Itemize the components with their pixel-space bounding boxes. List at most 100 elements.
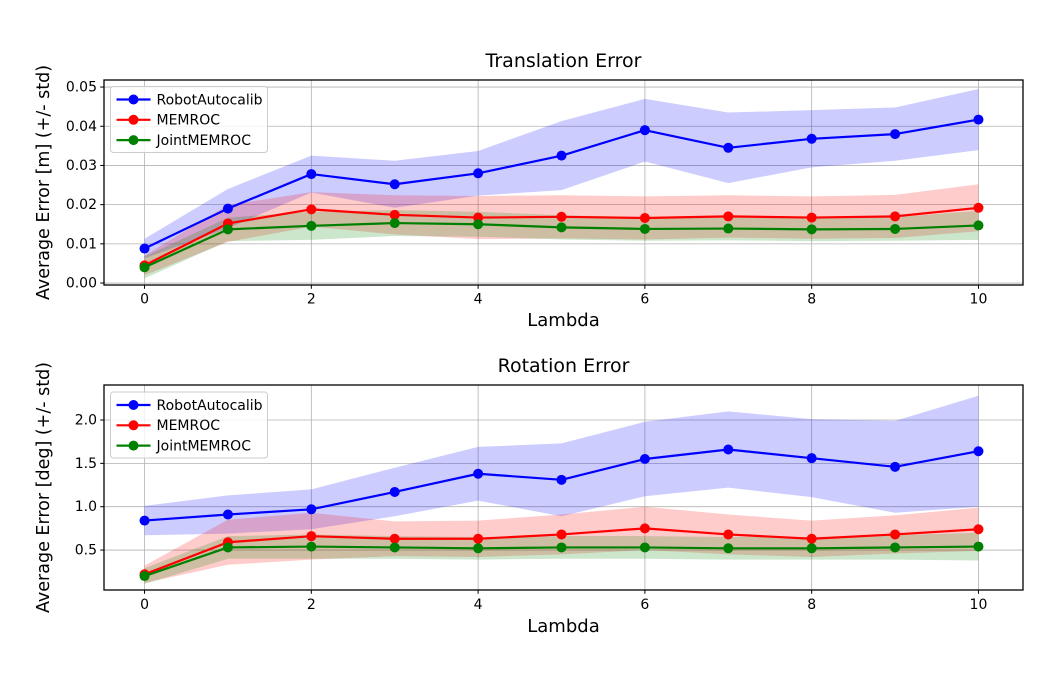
robotautocalib-data-point <box>723 444 734 455</box>
jointmemroc-data-point <box>723 543 734 554</box>
jointmemroc-data-point <box>890 542 901 553</box>
jointmemroc-data-point <box>222 542 233 553</box>
jointmemroc-data-point <box>473 543 484 554</box>
robotautocalib-data-point <box>222 203 233 214</box>
jointmemroc-data-point <box>973 541 984 552</box>
y-axis-label-rotation: Average Error [deg] (+/- std) <box>34 362 54 613</box>
subplot-translation: 0 2 4 6 8 10 0.00 0.01 0.02 0.03 0.04 0.05 RobotAuto… <box>66 79 1024 308</box>
jointmemroc-data-point <box>389 218 400 229</box>
x-tick-label: 4 <box>474 597 483 613</box>
y-tick-label: 0.5 <box>75 543 97 559</box>
memroc-data-point <box>890 529 901 540</box>
jointmemroc-data-point <box>139 262 150 273</box>
legend-label: MEMROC <box>157 113 221 129</box>
robotautocalib-data-point <box>723 142 734 153</box>
memroc-data-point <box>556 529 567 540</box>
legend-box <box>110 86 268 153</box>
memroc-data-point <box>556 211 567 222</box>
x-tick-label: 8 <box>807 292 816 308</box>
x-tick-label: 4 <box>474 292 483 308</box>
robotautocalib-data-point <box>890 129 901 140</box>
robotautocalib-data-point <box>389 179 400 190</box>
robotautocalib-data-point <box>890 461 901 472</box>
memroc-data-point <box>806 533 817 544</box>
robotautocalib-data-point <box>639 454 650 465</box>
robotautocalib-std-band <box>144 89 979 259</box>
memroc-data-point <box>639 212 650 223</box>
legend-marker <box>128 135 139 146</box>
robotautocalib-data-point <box>306 169 317 180</box>
y-tick-label: 1.0 <box>75 499 97 515</box>
jointmemroc-data-point <box>806 543 817 554</box>
jointmemroc-data-point <box>639 542 650 553</box>
jointmemroc-data-point <box>222 224 233 235</box>
y-tick-label: 0.01 <box>66 236 97 252</box>
jointmemroc-data-point <box>890 223 901 234</box>
y-tick-label: 0.02 <box>66 197 97 213</box>
axes-frame <box>103 384 1024 591</box>
legend-label: JointMEMROC <box>156 438 252 454</box>
x-tick-label: 6 <box>640 597 649 613</box>
y-tick-label: 0.04 <box>66 119 97 135</box>
jointmemroc-data-point <box>556 542 567 553</box>
x-tick-label: 8 <box>807 597 816 613</box>
jointmemroc-data-point <box>306 541 317 552</box>
legend-marker <box>128 400 139 410</box>
robotautocalib-data-point <box>556 474 567 485</box>
y-tick-label: 0.05 <box>66 80 97 96</box>
memroc-data-point <box>973 202 984 213</box>
x-tick-label: 2 <box>307 597 316 613</box>
jointmemroc-std-band <box>144 210 979 279</box>
memroc-data-point <box>806 212 817 223</box>
robotautocalib-data-point <box>306 504 317 515</box>
robotautocalib-data-point <box>556 150 567 161</box>
legend-marker <box>128 114 139 125</box>
memroc-data-point <box>723 211 734 222</box>
memroc-data-point <box>473 533 484 544</box>
subplot-rotation: 0 2 4 6 8 10 0.5 1.0 1.5 2.0 RobotAutocalib MEMROC J… <box>75 384 1024 613</box>
legend-marker <box>128 420 139 431</box>
memroc-data-point <box>973 524 984 535</box>
legend-marker <box>128 440 139 451</box>
memroc-data-point <box>890 211 901 222</box>
memroc-data-point <box>306 531 317 542</box>
chart-title-translation: Translation Error <box>485 50 642 72</box>
memroc-data-point <box>306 204 317 215</box>
jointmemroc-data-point <box>973 220 984 231</box>
robotautocalib-std-band <box>144 395 979 536</box>
jointmemroc-std-band <box>144 532 979 584</box>
robotautocalib-data-point <box>139 515 150 526</box>
x-tick-label: 0 <box>140 597 149 613</box>
robotautocalib-data-point <box>973 114 984 125</box>
y-axis-label-translation: Average Error [m] (+/- std) <box>34 65 54 300</box>
jointmemroc-data-point <box>723 223 734 234</box>
legend-label: RobotAutocalib <box>157 398 263 414</box>
x-tick-label: 0 <box>140 292 149 308</box>
x-axis-label-rotation: Lambda <box>527 616 599 637</box>
jointmemroc-data-point <box>473 219 484 230</box>
robotautocalib-data-point <box>139 243 150 254</box>
robotautocalib-data-point <box>473 168 484 179</box>
x-tick-label: 6 <box>640 292 649 308</box>
robotautocalib-data-point <box>389 486 400 497</box>
jointmemroc-data-point <box>389 542 400 553</box>
robotautocalib-data-point <box>639 125 650 136</box>
jointmemroc-data-point <box>806 224 817 235</box>
jointmemroc-data-point <box>306 220 317 231</box>
jointmemroc-data-point <box>556 222 567 233</box>
x-tick-label: 2 <box>307 292 316 308</box>
legend-box <box>110 391 268 459</box>
axes-frame <box>103 79 1024 286</box>
x-tick-label: 10 <box>970 292 988 308</box>
chart-title-rotation: Rotation Error <box>498 355 630 377</box>
legend-label: JointMEMROC <box>156 133 252 149</box>
legend-label: RobotAutocalib <box>157 92 263 108</box>
robotautocalib-data-point <box>473 468 484 479</box>
memroc-data-point <box>389 209 400 220</box>
jointmemroc-data-point <box>139 571 150 582</box>
robotautocalib-data-point <box>973 446 984 457</box>
y-tick-label: 0.00 <box>66 276 97 292</box>
y-tick-label: 0.03 <box>66 158 97 174</box>
